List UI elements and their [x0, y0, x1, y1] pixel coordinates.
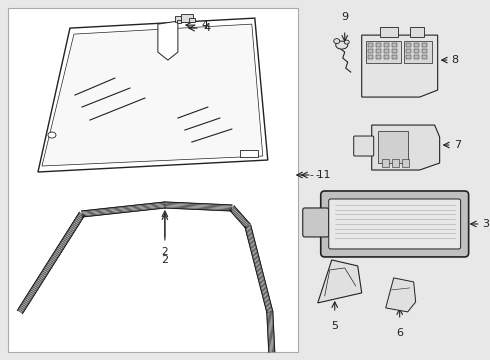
- FancyBboxPatch shape: [329, 199, 461, 249]
- Bar: [366, 41, 401, 63]
- Text: 4: 4: [204, 23, 211, 33]
- FancyBboxPatch shape: [354, 136, 374, 156]
- Bar: [378, 131, 408, 163]
- Bar: [189, 18, 195, 22]
- Polygon shape: [372, 125, 440, 170]
- Bar: [422, 43, 427, 47]
- Bar: [368, 43, 373, 47]
- Text: 5: 5: [331, 321, 338, 331]
- Text: 9: 9: [341, 12, 348, 22]
- Bar: [384, 55, 389, 59]
- Ellipse shape: [344, 40, 349, 44]
- FancyBboxPatch shape: [8, 8, 298, 352]
- Bar: [384, 49, 389, 53]
- Bar: [392, 49, 397, 53]
- Polygon shape: [318, 260, 362, 303]
- Polygon shape: [158, 21, 178, 60]
- Polygon shape: [362, 35, 438, 97]
- Bar: [175, 16, 183, 22]
- Bar: [380, 27, 398, 37]
- Bar: [368, 49, 373, 53]
- Bar: [384, 43, 389, 47]
- Bar: [422, 55, 427, 59]
- FancyBboxPatch shape: [303, 208, 329, 237]
- Bar: [392, 43, 397, 47]
- Bar: [402, 159, 409, 167]
- Text: - 1: - 1: [316, 170, 330, 180]
- Text: 2: 2: [162, 247, 168, 257]
- Ellipse shape: [48, 132, 56, 138]
- Bar: [406, 49, 411, 53]
- Bar: [240, 150, 258, 157]
- Bar: [376, 55, 381, 59]
- Ellipse shape: [334, 39, 340, 44]
- Text: 8: 8: [452, 55, 459, 65]
- Bar: [414, 49, 418, 53]
- Polygon shape: [386, 278, 416, 312]
- Text: 6: 6: [396, 328, 403, 338]
- Bar: [368, 55, 373, 59]
- Bar: [406, 43, 411, 47]
- Bar: [406, 55, 411, 59]
- Text: - 1: - 1: [310, 170, 323, 180]
- Bar: [392, 159, 399, 167]
- Bar: [376, 43, 381, 47]
- Bar: [181, 14, 193, 22]
- Bar: [392, 55, 397, 59]
- Bar: [382, 159, 389, 167]
- Bar: [414, 55, 418, 59]
- Bar: [404, 41, 432, 63]
- Text: 7: 7: [454, 140, 461, 150]
- Bar: [414, 43, 418, 47]
- FancyBboxPatch shape: [321, 191, 468, 257]
- Ellipse shape: [336, 41, 348, 49]
- Bar: [376, 49, 381, 53]
- Polygon shape: [42, 24, 263, 166]
- Bar: [422, 49, 427, 53]
- Text: 3: 3: [483, 219, 490, 229]
- Bar: [177, 20, 181, 23]
- Bar: [410, 27, 424, 37]
- Text: 4: 4: [202, 20, 208, 30]
- Polygon shape: [38, 18, 268, 172]
- Text: 2: 2: [161, 255, 169, 265]
